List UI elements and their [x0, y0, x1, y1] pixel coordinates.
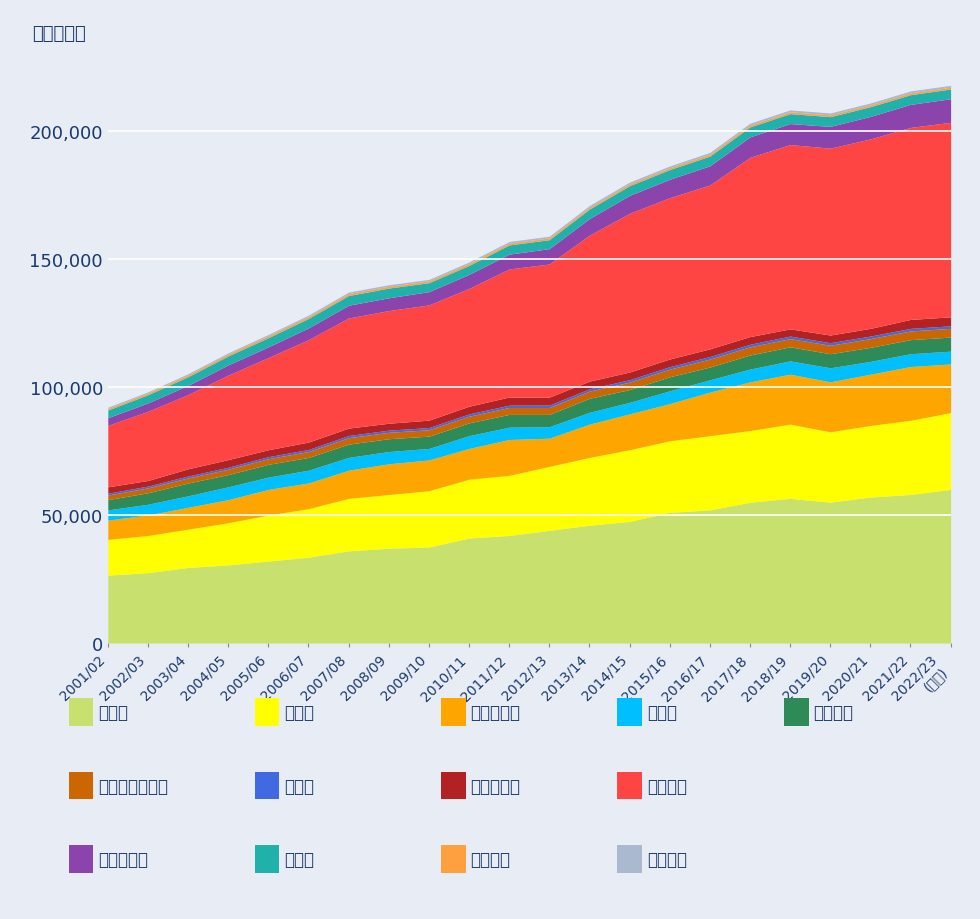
Text: やし油: やし油	[284, 850, 315, 868]
Text: ひまわり油: ひまわり油	[470, 703, 520, 721]
Text: とうもろこし油: とうもろこし油	[98, 777, 168, 795]
Text: ごま油: ごま油	[284, 777, 315, 795]
Text: （千トン）: （千トン）	[32, 26, 85, 43]
Text: 菜種油: 菜種油	[284, 703, 315, 721]
Text: パーム油: パーム油	[647, 777, 687, 795]
Text: 綿実油: 綿実油	[647, 703, 677, 721]
Text: パーム核油: パーム核油	[98, 850, 148, 868]
Text: 落花生油: 落花生油	[813, 703, 854, 721]
Text: オリーブ油: オリーブ油	[470, 777, 520, 795]
Text: 大豆油: 大豆油	[98, 703, 128, 721]
Text: ひまし油: ひまし油	[647, 850, 687, 868]
Text: あまに油: あまに油	[470, 850, 511, 868]
